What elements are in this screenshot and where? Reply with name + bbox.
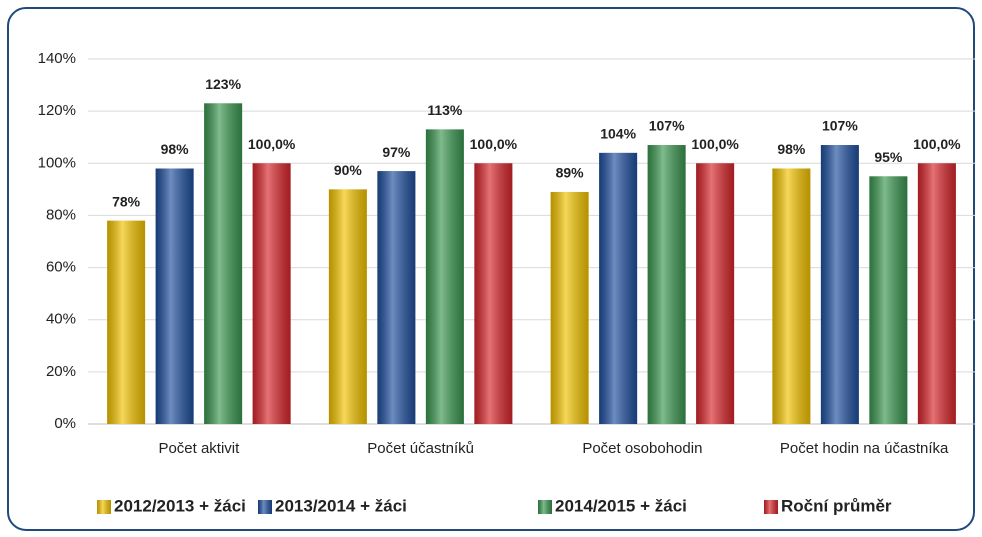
- legend-swatch-shine: [258, 500, 272, 514]
- bar-shine: [772, 168, 811, 424]
- bar-shine: [204, 103, 243, 425]
- bar-shine: [820, 145, 859, 425]
- value-label: 90%: [334, 162, 363, 178]
- bar-shine: [155, 168, 194, 424]
- x-tick-label: Počet účastníků: [367, 440, 474, 457]
- y-tick-label: 100%: [38, 154, 76, 171]
- bar-shine: [869, 176, 908, 424]
- value-label: 123%: [205, 76, 241, 92]
- bar-shine: [917, 163, 956, 425]
- value-label: 95%: [874, 149, 903, 165]
- legend-swatch-shine: [538, 500, 552, 514]
- value-label: 89%: [556, 165, 585, 181]
- bar-shine: [377, 171, 416, 424]
- y-tick-label: 60%: [46, 259, 76, 276]
- legend-label: Roční průměr: [781, 496, 892, 515]
- y-tick-label: 120%: [38, 102, 76, 119]
- value-label: 97%: [382, 144, 411, 160]
- x-tick-label: Počet osobohodin: [582, 440, 702, 457]
- x-tick-label: Počet hodin na účastníka: [780, 440, 949, 457]
- value-label: 104%: [600, 126, 636, 142]
- y-tick-label: 0%: [54, 415, 76, 432]
- bar-shine: [252, 163, 291, 425]
- bar-shine: [107, 220, 146, 424]
- y-tick-label: 140%: [38, 50, 76, 67]
- bar-shine: [599, 152, 638, 424]
- legend-label: 2012/2013 + žáci: [114, 496, 246, 515]
- y-tick-label: 40%: [46, 311, 76, 328]
- legend-swatch-shine: [764, 500, 778, 514]
- bar-shine: [425, 129, 464, 424]
- value-label: 107%: [649, 118, 685, 134]
- bar-shine: [550, 191, 589, 424]
- value-label: 98%: [777, 141, 806, 157]
- x-tick-label: Počet aktivit: [158, 440, 240, 457]
- bar-shine: [647, 145, 686, 425]
- bar-shine: [328, 189, 367, 424]
- value-label: 78%: [112, 193, 141, 209]
- y-tick-label: 20%: [46, 363, 76, 380]
- legend-swatch-shine: [97, 500, 111, 514]
- value-label: 107%: [822, 118, 858, 134]
- value-label: 113%: [427, 102, 463, 118]
- legend-label: 2013/2014 + žáci: [275, 496, 407, 515]
- bar-shine: [696, 163, 735, 425]
- value-label: 100,0%: [248, 136, 296, 152]
- bar-shine: [474, 163, 513, 425]
- value-label: 100,0%: [913, 136, 961, 152]
- y-tick-label: 80%: [46, 206, 76, 223]
- legend-label: 2014/2015 + žáci: [555, 496, 687, 515]
- value-label: 98%: [161, 141, 190, 157]
- value-label: 100,0%: [470, 136, 518, 152]
- value-label: 100,0%: [691, 136, 739, 152]
